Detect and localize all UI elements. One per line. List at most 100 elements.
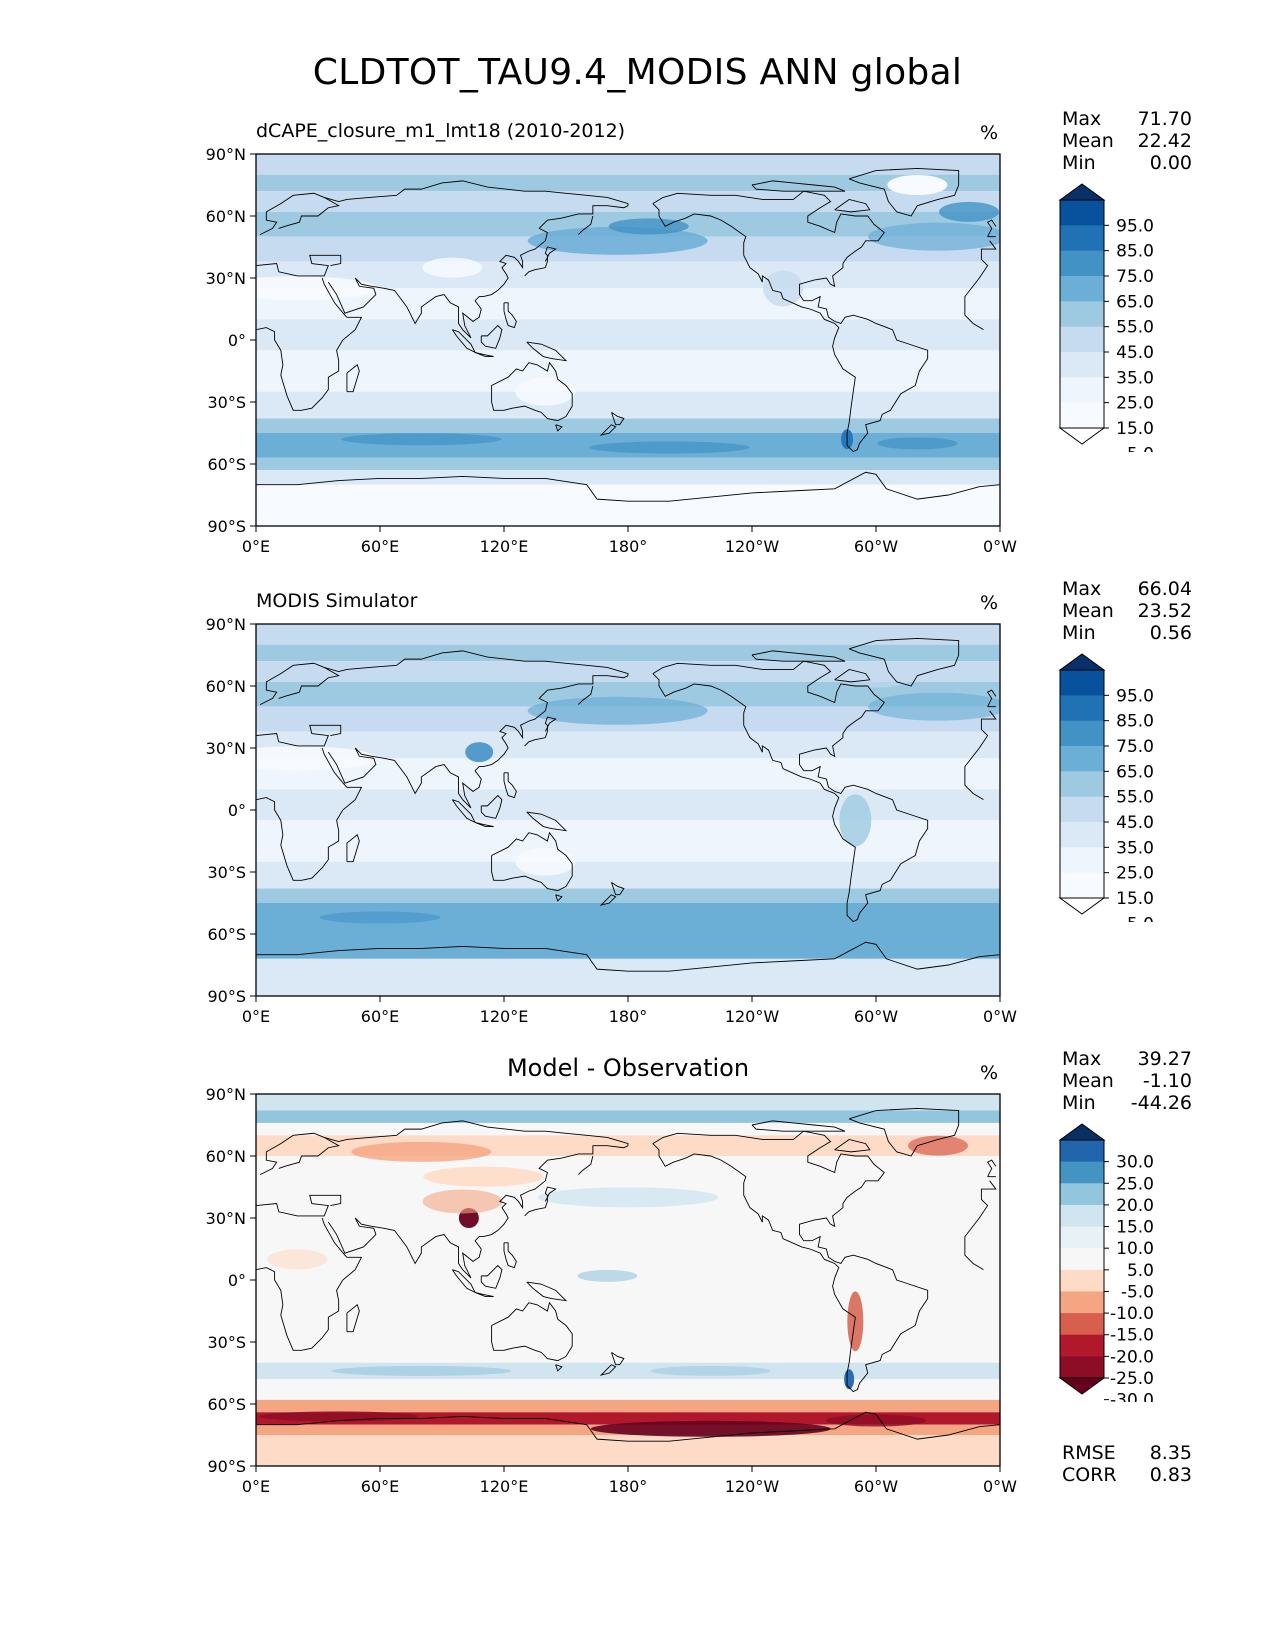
lat-tick-label: 90°N bbox=[206, 615, 246, 634]
colorbar-tick-label: 5.0 bbox=[1127, 1261, 1154, 1281]
lon-tick-label: 120°W bbox=[725, 537, 780, 556]
map-plot: 90°N 60°N 30°N 0° 30°S 60°S 90°S0°E 60°E 120°E 18… bbox=[206, 1085, 1018, 1496]
max-value: 39.27 bbox=[1137, 1048, 1192, 1070]
lon-tick-label: 60°E bbox=[361, 1007, 399, 1026]
stats-box: Max 39.27 Mean -1.10 Min -44.26 bbox=[1062, 1048, 1192, 1114]
lon-tick-label: 0°W bbox=[983, 1007, 1017, 1026]
units-label: % bbox=[980, 122, 999, 144]
colorbar-tick-label: -30.0 bbox=[1110, 1391, 1154, 1402]
lat-tick-label: 0° bbox=[228, 801, 246, 820]
colorbar-tick-label: 55.0 bbox=[1116, 788, 1154, 808]
panel-difference: Model - Observation % Max 39.27 Mean -1.10… bbox=[0, 1048, 1275, 1530]
lon-tick-label: 0°W bbox=[983, 1477, 1017, 1496]
colorbar-tick-label: -10.0 bbox=[1110, 1304, 1154, 1324]
lat-tick-label: 90°N bbox=[206, 145, 246, 164]
max-label: Max bbox=[1062, 1048, 1102, 1070]
colorbar-swatch bbox=[1060, 872, 1104, 899]
colorbar-tick-label: 35.0 bbox=[1116, 368, 1154, 388]
lat-tick-label: 90°S bbox=[207, 517, 246, 536]
colorbar-swatch bbox=[1060, 326, 1104, 353]
metrics-box: RMSE 8.35 CORR 0.83 bbox=[1062, 1442, 1192, 1486]
lat-tick-label: 0° bbox=[228, 331, 246, 350]
colorbar-swatch bbox=[1060, 402, 1104, 429]
colorbar-tick-label: 5.0 bbox=[1127, 914, 1154, 922]
lon-tick-label: 0°E bbox=[242, 537, 270, 556]
max-label: Max bbox=[1062, 108, 1102, 130]
lon-tick-label: 0°W bbox=[983, 537, 1017, 556]
colorbar-tick-label: 95.0 bbox=[1116, 686, 1154, 706]
lat-tick-label: 30°N bbox=[206, 1209, 246, 1228]
colorbar-swatch bbox=[1060, 670, 1104, 696]
lon-tick-label: 120°E bbox=[480, 1007, 529, 1026]
panel-title: dCAPE_closure_m1_lmt18 (2010-2012) bbox=[256, 120, 626, 142]
lon-tick-label: 0°E bbox=[242, 1007, 270, 1026]
colorbar-swatch bbox=[1060, 377, 1104, 404]
rmse-label: RMSE bbox=[1062, 1442, 1116, 1464]
panel-title: MODIS Simulator bbox=[256, 590, 418, 612]
colorbar-tick-label: 75.0 bbox=[1116, 267, 1154, 287]
max-value: 66.04 bbox=[1137, 578, 1192, 600]
colorbar-tick-label: -5.0 bbox=[1121, 1282, 1154, 1302]
mean-label: Mean bbox=[1062, 1070, 1114, 1092]
lat-tick-label: 60°S bbox=[207, 925, 246, 944]
colorbar-swatch bbox=[1060, 1183, 1104, 1206]
colorbar-swatch bbox=[1060, 1334, 1104, 1357]
max-value: 71.70 bbox=[1137, 108, 1192, 130]
mean-label: Mean bbox=[1062, 600, 1114, 622]
stats-box: Max 66.04 Mean 23.52 Min 0.56 bbox=[1062, 578, 1192, 644]
colorbar-tick-label: 45.0 bbox=[1116, 343, 1154, 363]
stats-box: Max 71.70 Mean 22.42 Min 0.00 bbox=[1062, 108, 1192, 174]
mean-value: -1.10 bbox=[1142, 1070, 1192, 1092]
colorbar-tick-label: 85.0 bbox=[1116, 242, 1154, 262]
min-label: Min bbox=[1062, 152, 1096, 174]
colorbar-tick-label: 25.0 bbox=[1116, 1174, 1154, 1194]
colorbar: 95.0 85.0 75.0 65.0 55.0 45.0 35.0 25.0 15.0 5.0 bbox=[1058, 653, 1154, 922]
min-value: 0.56 bbox=[1149, 622, 1192, 644]
colorbar-swatch bbox=[1060, 250, 1104, 277]
mean-value: 22.42 bbox=[1137, 130, 1192, 152]
units-label: % bbox=[980, 1062, 999, 1084]
colorbar-swatch bbox=[1060, 276, 1104, 302]
colorbar-tick-label: 75.0 bbox=[1116, 737, 1154, 757]
colorbar-tick-label: 25.0 bbox=[1116, 864, 1154, 884]
colorbar-tick-label: 15.0 bbox=[1116, 889, 1154, 909]
colorbar-swatch bbox=[1060, 225, 1104, 252]
coastlines bbox=[256, 1108, 1000, 1442]
lon-tick-label: 120°E bbox=[480, 1477, 529, 1496]
lat-tick-label: 30°S bbox=[207, 393, 246, 412]
colorbar-tick-label: 15.0 bbox=[1116, 1218, 1154, 1238]
colorbar-tick-label: 65.0 bbox=[1116, 762, 1154, 782]
colorbar-swatch bbox=[1060, 822, 1104, 848]
colorbar-swatch bbox=[1060, 1313, 1104, 1336]
coastlines bbox=[256, 638, 1000, 972]
mean-label: Mean bbox=[1062, 130, 1114, 152]
lat-tick-label: 60°S bbox=[207, 1395, 246, 1414]
lat-tick-label: 60°S bbox=[207, 455, 246, 474]
map-plot: 90°N 60°N 30°N 0° 30°S 60°S 90°S0°E 60°E 120°E 18… bbox=[206, 615, 1018, 1026]
colorbar-swatch bbox=[1060, 771, 1104, 798]
colorbar: 30.025.020.015.010.05.0-5.0-10.0-15.0-20… bbox=[1058, 1123, 1154, 1402]
colorbar-swatch bbox=[1060, 1269, 1104, 1292]
lon-tick-label: 60°W bbox=[854, 1007, 898, 1026]
colorbar-swatch bbox=[1060, 1161, 1104, 1184]
colorbar-swatch bbox=[1060, 1291, 1104, 1314]
lat-tick-label: 30°S bbox=[207, 1333, 246, 1352]
panel-title: Model - Observation bbox=[506, 1054, 750, 1082]
colorbar-swatch bbox=[1060, 847, 1104, 874]
min-value: -44.26 bbox=[1130, 1092, 1192, 1114]
min-label: Min bbox=[1062, 622, 1096, 644]
colorbar-tick-label: 85.0 bbox=[1116, 712, 1154, 732]
lon-tick-label: 60°W bbox=[854, 537, 898, 556]
colorbar-tick-label: 55.0 bbox=[1116, 318, 1154, 338]
colorbar-tick-label: 30.0 bbox=[1116, 1153, 1154, 1173]
colorbar-tick-label: 15.0 bbox=[1116, 419, 1154, 439]
colorbar: 95.0 85.0 75.0 65.0 55.0 45.0 35.0 25.0 15.0 5.0 bbox=[1058, 183, 1154, 452]
colorbar-tick-label: 35.0 bbox=[1116, 838, 1154, 858]
lat-tick-label: 30°N bbox=[206, 269, 246, 288]
lon-tick-label: 60°E bbox=[361, 1477, 399, 1496]
colorbar-swatch bbox=[1060, 1140, 1104, 1163]
colorbar-tick-label: -20.0 bbox=[1110, 1347, 1154, 1367]
max-label: Max bbox=[1062, 578, 1102, 600]
lon-tick-label: 120°W bbox=[725, 1477, 780, 1496]
colorbar-swatch bbox=[1060, 200, 1104, 226]
